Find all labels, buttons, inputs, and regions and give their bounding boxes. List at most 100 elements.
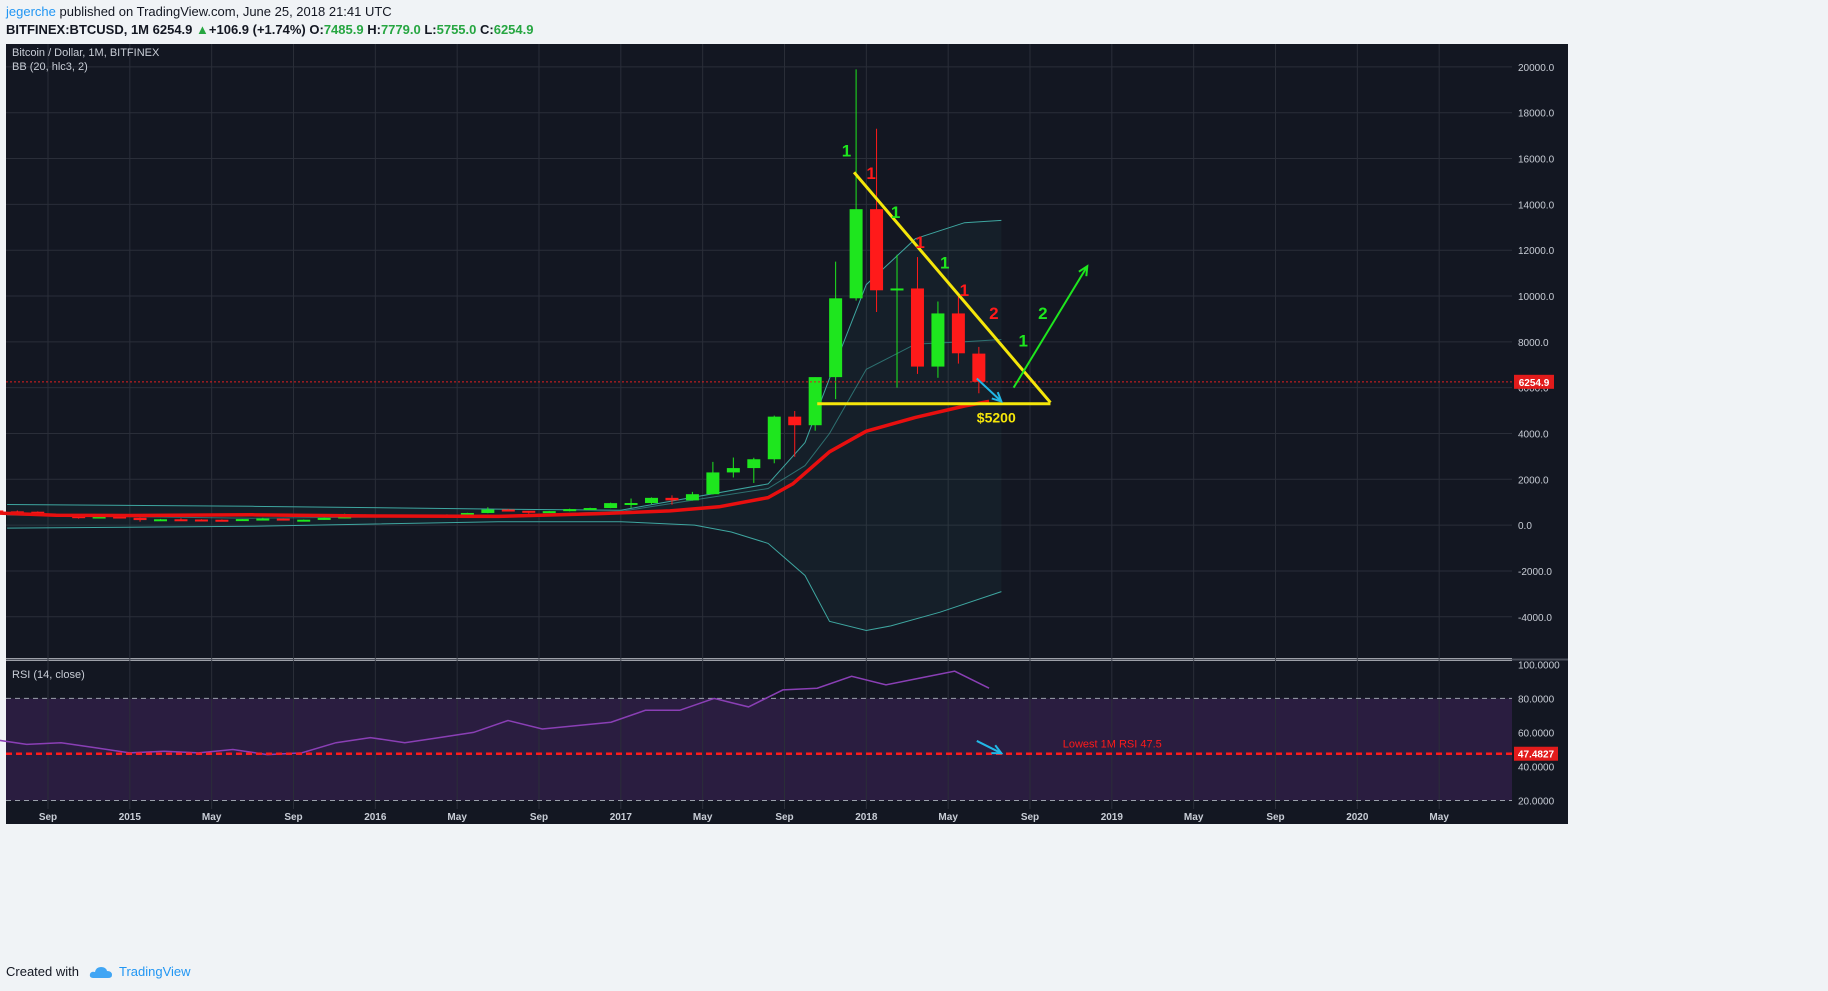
candle-body [829, 298, 843, 378]
x-tick-label: 2020 [1346, 812, 1369, 823]
created-with-label: Created with [6, 964, 79, 979]
footer: Created with TradingView [6, 964, 191, 979]
candle-body [133, 517, 147, 521]
chart-title: Bitcoin / Dollar, 1M, BITFINEX [12, 47, 160, 59]
current-price-tag: 6254.9 [1519, 378, 1550, 389]
y-tick-label: 18000.0 [1518, 109, 1555, 120]
publish-line: jegerche published on TradingView.com, J… [6, 4, 392, 19]
candle-body [501, 509, 515, 512]
price-axis-bg [1512, 44, 1568, 809]
tradingview-cloud-icon [89, 966, 112, 978]
candle-body [113, 516, 127, 519]
y-tick-label: 6000.0 [1518, 384, 1549, 395]
candle-body [256, 518, 270, 521]
candle-body [931, 313, 945, 367]
candle-body [910, 288, 924, 367]
candle-body [215, 519, 229, 522]
rsi-tick-label: 20.0000 [1518, 796, 1555, 807]
y-tick-label: 20000.0 [1518, 63, 1555, 74]
candle-body [890, 288, 904, 291]
wave-count-label: 1 [915, 233, 924, 252]
author-link[interactable]: jegerche [6, 4, 56, 19]
x-tick-label: Sep [775, 812, 793, 823]
open-value: 7485.9 [323, 22, 364, 37]
symbol-label: BITFINEX:BTCUSD, 1M [6, 22, 149, 37]
bb-fill [7, 220, 1002, 631]
x-tick-label: May [938, 812, 958, 823]
x-tick-label: 2018 [855, 812, 878, 823]
candle-body [338, 516, 352, 519]
close-label: C: [480, 22, 494, 37]
candle-body [194, 519, 208, 522]
x-tick-label: Sep [1266, 812, 1284, 823]
x-tick-label: May [693, 812, 713, 823]
y-tick-label: 12000.0 [1518, 246, 1555, 257]
rsi-title: RSI (14, close) [12, 669, 85, 681]
trendline [852, 171, 1052, 404]
rsi-arrow-head [991, 744, 1004, 755]
y-tick-label: -2000.0 [1518, 567, 1552, 578]
high-value: 7779.0 [380, 22, 421, 37]
y-tick-label: 16000.0 [1518, 155, 1555, 166]
tradingview-link[interactable]: TradingView [118, 964, 191, 979]
x-tick-label: May [202, 812, 222, 823]
rsi-band [6, 698, 1512, 801]
x-tick-label: 2016 [364, 812, 387, 823]
candle-body [297, 519, 311, 522]
y-tick-label: -4000.0 [1518, 613, 1552, 624]
x-tick-label: May [447, 812, 467, 823]
arrow-up [1012, 265, 1089, 389]
candle-body [276, 518, 290, 521]
y-tick-label: 0.0 [1518, 521, 1532, 532]
candle-body [481, 509, 495, 513]
candle-body [685, 494, 699, 501]
low-label: L: [424, 22, 437, 37]
bb-lower-line [7, 521, 1002, 632]
rsi-tick-label: 100.0000 [1518, 660, 1560, 671]
bb-indicator-label: BB (20, hlc3, 2) [12, 61, 88, 73]
candle-body [788, 416, 802, 426]
arrow-down [976, 377, 1003, 403]
candle-body [706, 472, 720, 495]
candle-body [665, 497, 679, 501]
candle-body [645, 497, 659, 504]
x-tick-label: 2019 [1101, 812, 1124, 823]
candle-body [522, 510, 536, 513]
rsi-current-tag-bg [1514, 746, 1558, 761]
wave-count-label: 1 [866, 164, 875, 183]
candle-body [460, 512, 474, 515]
x-tick-label: 2015 [119, 812, 142, 823]
wave-count-label: 2 [989, 304, 998, 323]
y-tick-label: 8000.0 [1518, 338, 1549, 349]
candle-body [951, 313, 965, 354]
candle-body [235, 519, 249, 522]
wave-count-label: 1 [891, 203, 900, 222]
x-tick-label: Sep [284, 812, 302, 823]
candle-body [563, 509, 577, 512]
wave-count-label: 2 [1038, 304, 1047, 323]
x-tick-label: Sep [39, 812, 57, 823]
candle-body [808, 377, 822, 426]
candle-body [726, 468, 740, 473]
candle-body [72, 516, 86, 519]
ohlc-line: BITFINEX:BTCUSD, 1M 6254.9 ▲+106.9 (+1.7… [6, 22, 533, 37]
open-label: O: [309, 22, 324, 37]
chart-area[interactable]: Sep 2015 May Sep 2016 May Sep 2017 May Sep 2018 May… [0, 44, 1828, 954]
y-tick-label: 14000.0 [1518, 200, 1555, 211]
candle-body [972, 353, 986, 382]
candle-body [154, 519, 168, 522]
x-tick-label: Sep [1021, 812, 1039, 823]
time-axis-bg [6, 809, 1568, 824]
x-tick-label: 2017 [610, 812, 633, 823]
candle-body [747, 459, 761, 469]
y-tick-label: 2000.0 [1518, 475, 1549, 486]
low-value: 5755.0 [436, 22, 477, 37]
y-tick-label: 4000.0 [1518, 429, 1549, 440]
current-price-tag-bg [1514, 374, 1554, 389]
candle-body [604, 503, 618, 509]
support-label: $5200 [977, 410, 1016, 426]
x-tick-label: May [1184, 812, 1204, 823]
rsi-tick-label: 60.0000 [1518, 728, 1555, 739]
candle-body [583, 508, 597, 511]
header-bar: jegerche published on TradingView.com, J… [0, 0, 1828, 44]
